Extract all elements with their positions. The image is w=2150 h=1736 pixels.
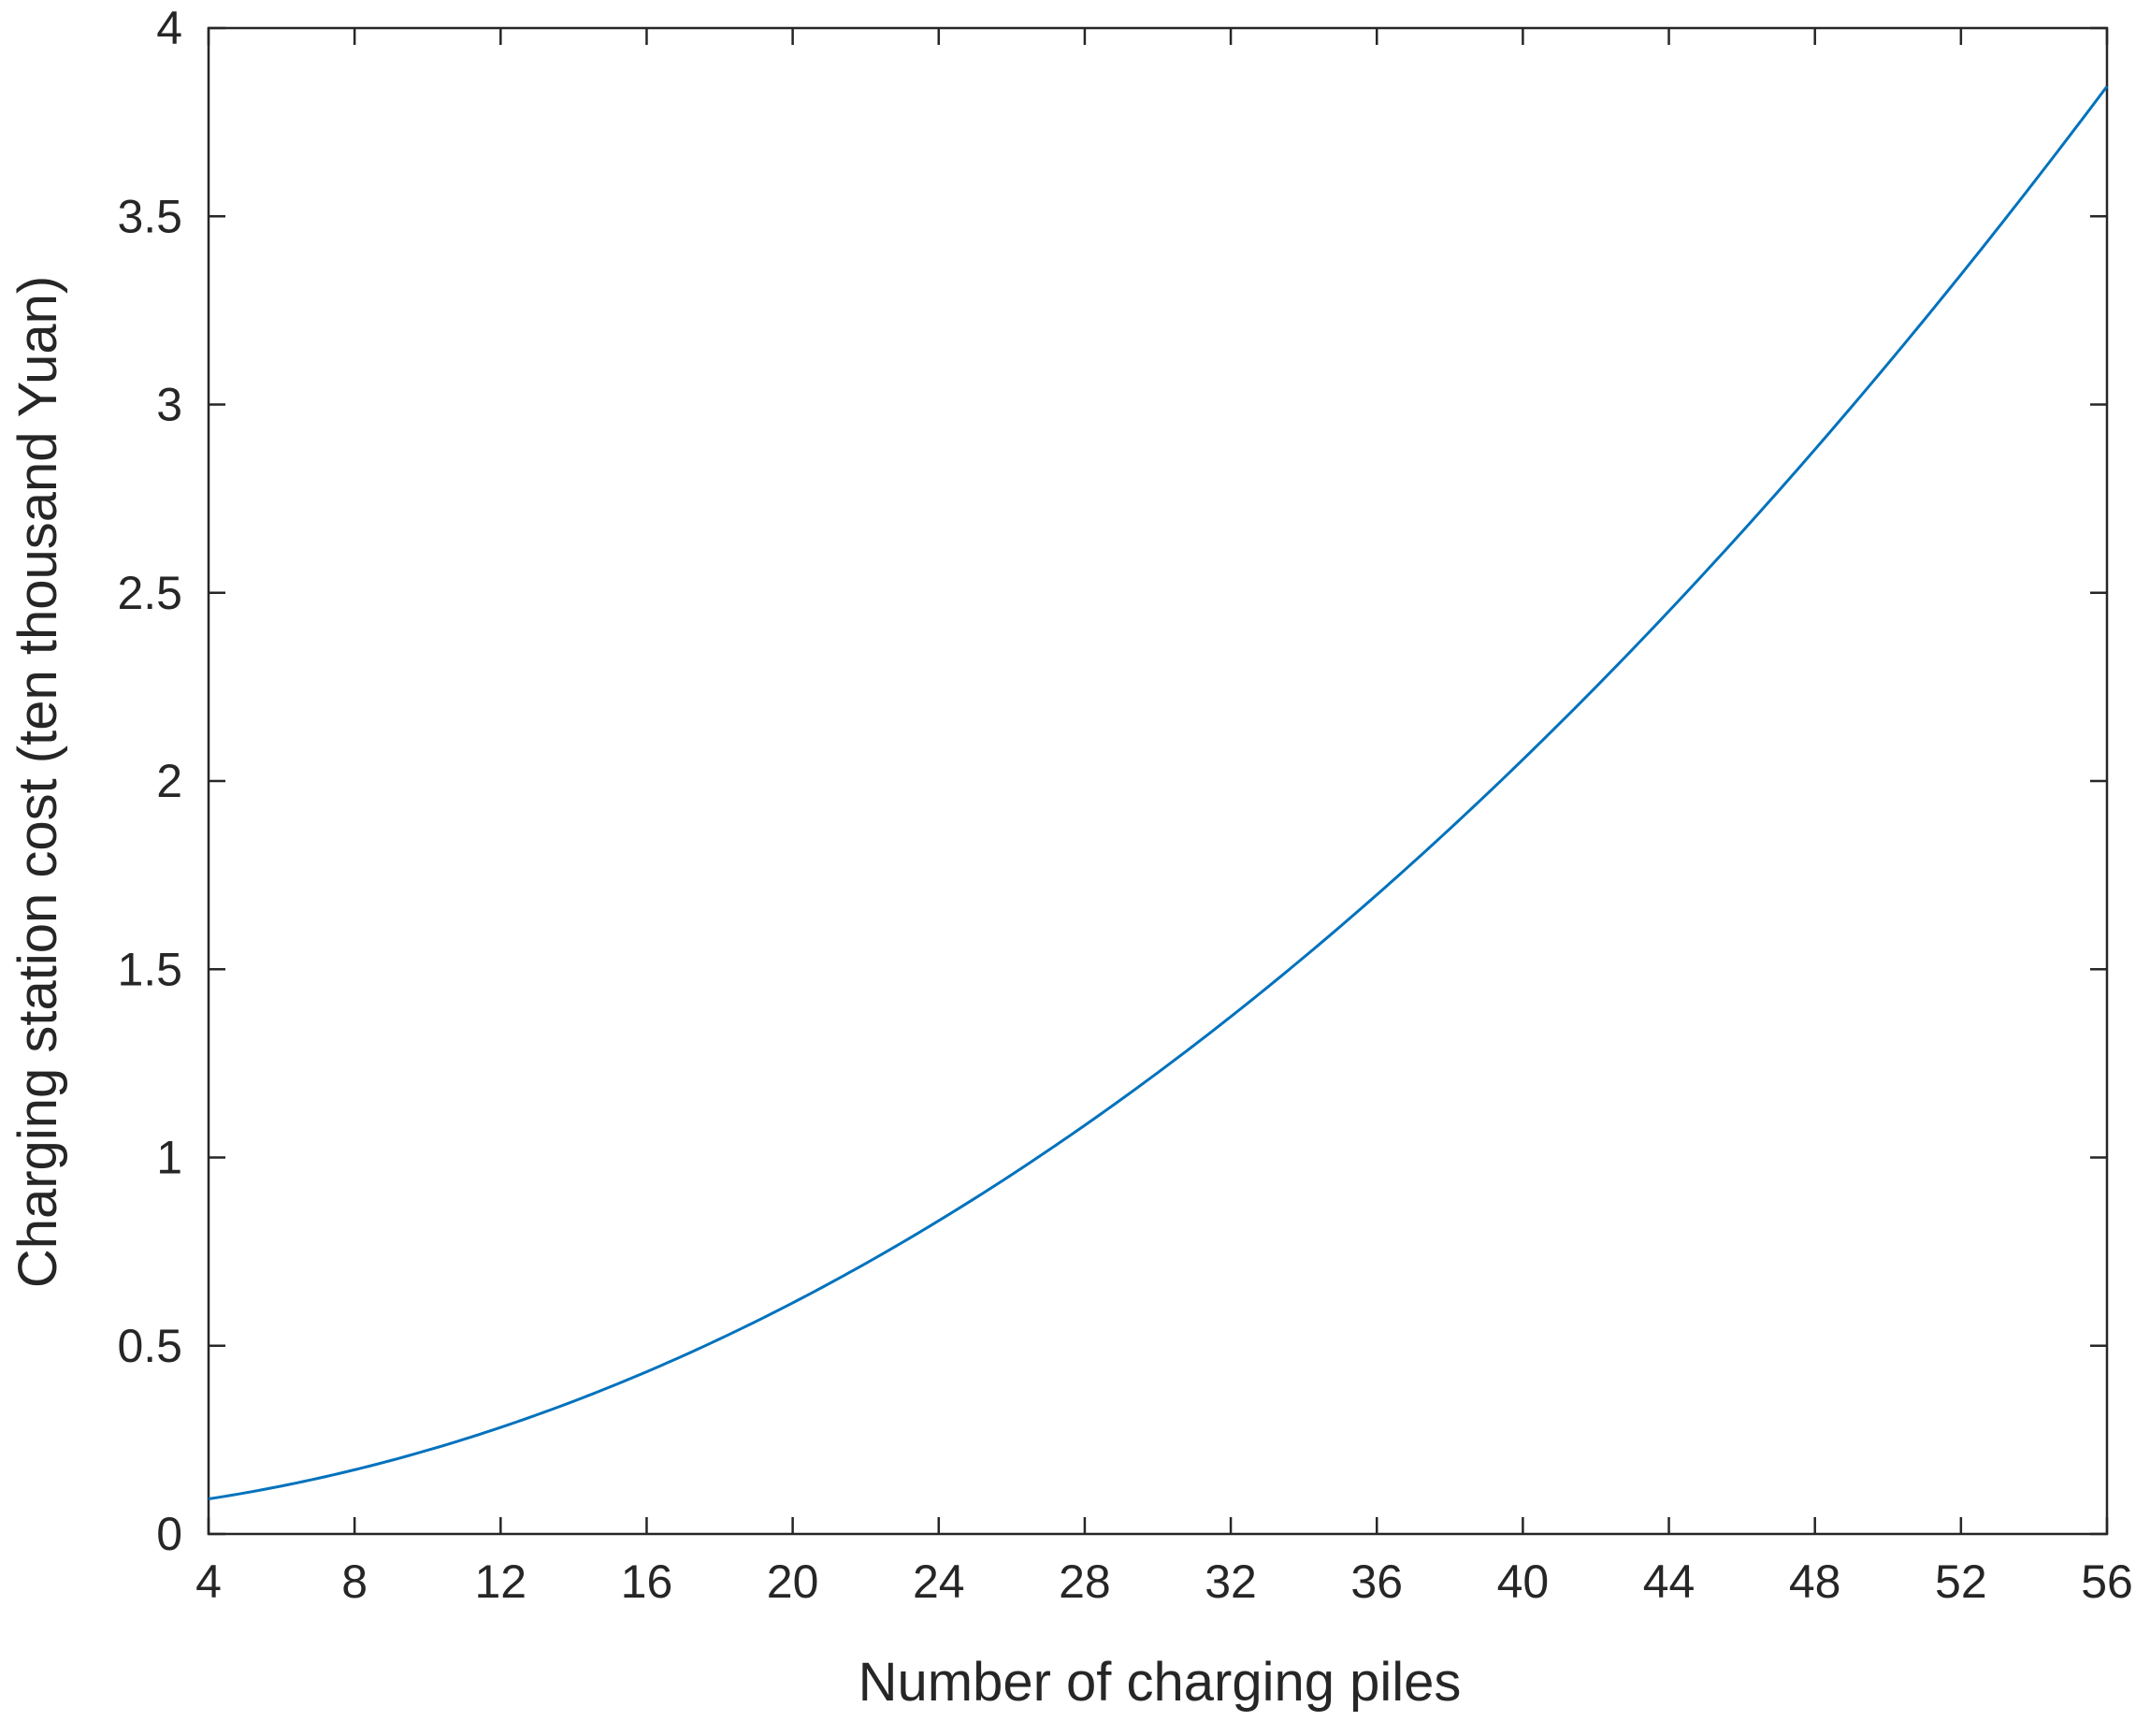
x-tick-label: 8 xyxy=(341,1555,368,1608)
x-tick-label: 36 xyxy=(1350,1555,1403,1608)
y-tick-label: 2.5 xyxy=(117,567,182,619)
plot-area: 4 8 12 16 20 24 28 32 36 40 44 48 52 5600.511.522.533… xyxy=(117,2,2132,1608)
x-tick-label: 32 xyxy=(1205,1555,1257,1608)
y-tick-label: 0 xyxy=(156,1508,182,1560)
y-tick-label: 3 xyxy=(156,379,182,431)
y-tick-label: 1 xyxy=(156,1132,182,1184)
x-axis-label: Number of charging piles xyxy=(859,1652,1462,1713)
x-tick-label: 4 xyxy=(195,1555,222,1608)
y-tick-label: 3.5 xyxy=(117,190,182,242)
x-tick-label: 28 xyxy=(1059,1555,1111,1608)
y-axis-label: Charging station cost (ten thousand Yuan… xyxy=(7,276,68,1288)
x-tick-label: 56 xyxy=(2081,1555,2133,1608)
x-tick-label: 20 xyxy=(767,1555,819,1608)
x-tick-label: 16 xyxy=(621,1555,673,1608)
y-tick-label: 4 xyxy=(156,2,182,54)
x-tick-label: 52 xyxy=(1935,1555,1987,1608)
cost-curve-line xyxy=(208,85,2109,1501)
y-tick-label: 1.5 xyxy=(117,943,182,995)
y-tick-label: 2 xyxy=(156,755,182,807)
x-tick-label: 40 xyxy=(1497,1555,1550,1608)
x-tick-label: 12 xyxy=(474,1555,527,1608)
x-tick-label: 48 xyxy=(1789,1555,1841,1608)
x-tick-label: 24 xyxy=(913,1555,965,1608)
x-tick-label: 44 xyxy=(1643,1555,1695,1608)
y-tick-label: 0.5 xyxy=(117,1320,182,1372)
